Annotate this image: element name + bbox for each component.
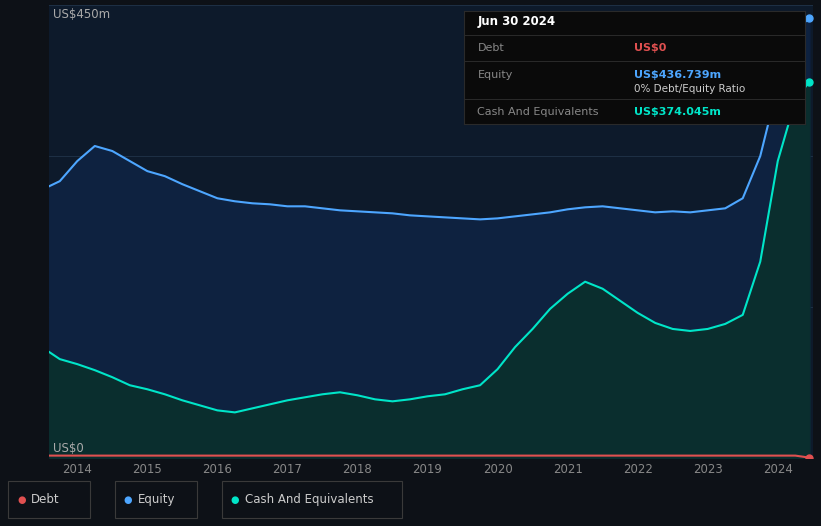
Text: Jun 30 2024: Jun 30 2024 — [478, 15, 556, 28]
Text: Equity: Equity — [478, 70, 513, 80]
Text: US$0: US$0 — [635, 44, 667, 54]
Text: Equity: Equity — [138, 493, 176, 506]
Text: Debt: Debt — [478, 44, 504, 54]
Text: ●: ● — [124, 494, 132, 505]
Text: Cash And Equivalents: Cash And Equivalents — [245, 493, 374, 506]
Text: ●: ● — [17, 494, 25, 505]
Text: US$450m: US$450m — [53, 8, 111, 21]
Text: ●: ● — [231, 494, 239, 505]
Text: US$374.045m: US$374.045m — [635, 107, 721, 117]
Text: Debt: Debt — [31, 493, 60, 506]
Text: Cash And Equivalents: Cash And Equivalents — [478, 107, 599, 117]
Text: US$0: US$0 — [53, 442, 84, 455]
Text: US$436.739m: US$436.739m — [635, 70, 722, 80]
Text: 0% Debt/Equity Ratio: 0% Debt/Equity Ratio — [635, 84, 745, 94]
